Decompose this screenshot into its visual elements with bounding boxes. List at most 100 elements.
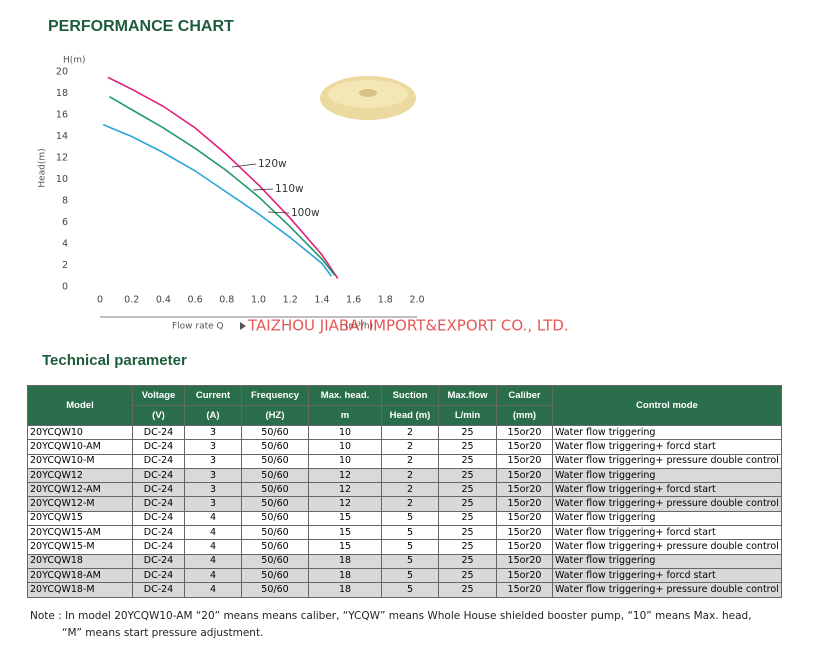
table-cell: 2 bbox=[381, 424, 439, 441]
table-cell: 20YCQW12 bbox=[27, 467, 133, 484]
table-cell: 20YCQW18 bbox=[27, 553, 133, 569]
header-cell: Suction bbox=[381, 385, 439, 406]
table-cell: 10 bbox=[308, 424, 382, 441]
x-tick-label: 2.0 bbox=[409, 295, 424, 306]
table-cell: 20YCQW15-M bbox=[27, 539, 133, 555]
header-cell: (V) bbox=[132, 405, 185, 426]
table-cell: 5 bbox=[381, 510, 439, 527]
y-tick-label: 12 bbox=[56, 153, 68, 164]
table-cell: 50/60 bbox=[241, 439, 309, 455]
header-cell: Max. head. bbox=[308, 385, 382, 406]
table-cell: 4 bbox=[184, 582, 242, 598]
header-cell: L/min bbox=[438, 405, 497, 426]
x-tick-label: 1.6 bbox=[346, 295, 361, 306]
table-cell: 50/60 bbox=[241, 553, 309, 569]
table-cell: 25 bbox=[438, 510, 497, 527]
table-cell: 5 bbox=[381, 539, 439, 555]
table-row: 20YCQW15-M DC-24 4 50/60 15 5 25 15or20 Water fl… bbox=[27, 539, 782, 555]
note-line: “M” means start pressure adjustment. bbox=[62, 627, 264, 639]
table-cell: 4 bbox=[184, 510, 242, 527]
table-cell: 25 bbox=[438, 496, 497, 512]
section-heading: Technical parameter bbox=[42, 352, 187, 369]
x-tick-label: 1.2 bbox=[283, 295, 298, 306]
table-cell: 25 bbox=[438, 582, 497, 598]
table-cell: 15or20 bbox=[496, 467, 553, 484]
x-tick-label: 0.6 bbox=[188, 295, 203, 306]
table-cell: 15or20 bbox=[496, 525, 553, 541]
table-row: 20YCQW18-M DC-24 4 50/60 18 5 25 15or20 Water fl… bbox=[27, 582, 782, 598]
table-row: 20YCQW10 DC-24 3 50/60 10 2 25 15or20 Water flow… bbox=[27, 424, 782, 441]
series-line bbox=[102, 123, 333, 277]
table-cell: 5 bbox=[381, 525, 439, 541]
table-cell: 25 bbox=[438, 467, 497, 484]
watermark: TAIZHOU JIABAI IMPORT&EXPORT CO., LTD. bbox=[247, 317, 569, 335]
table-cell: 20YCQW10 bbox=[27, 424, 133, 441]
table-cell: Water flow triggering+ pressure double c… bbox=[552, 453, 782, 469]
header-cell: Model bbox=[27, 385, 133, 426]
table-cell: DC-24 bbox=[132, 424, 185, 441]
table-cell: 15 bbox=[308, 539, 382, 555]
table-cell: DC-24 bbox=[132, 453, 185, 469]
header-cell: (HZ) bbox=[241, 405, 309, 426]
y-tick-label: 8 bbox=[62, 196, 68, 207]
table-cell: 3 bbox=[184, 453, 242, 469]
table-cell: 15or20 bbox=[496, 582, 553, 598]
x-tick-label: 0.2 bbox=[124, 295, 139, 306]
table-cell: Water flow triggering+ forcd start bbox=[552, 482, 782, 498]
table-cell: 18 bbox=[308, 567, 382, 584]
table-cell: DC-24 bbox=[132, 467, 185, 484]
header-cell: m bbox=[308, 405, 382, 426]
table-cell: 15or20 bbox=[496, 539, 553, 555]
table-row: 20YCQW12-M DC-24 3 50/60 12 2 25 15or20 Water fl… bbox=[27, 496, 782, 512]
table-cell: 25 bbox=[438, 525, 497, 541]
x-axis-label: Flow rate Q bbox=[172, 322, 224, 332]
y-tick-label: 14 bbox=[56, 131, 68, 142]
table-cell: 3 bbox=[184, 496, 242, 512]
table-cell: DC-24 bbox=[132, 525, 185, 541]
table-cell: 20YCQW12-M bbox=[27, 496, 133, 512]
y-axis-title: H(m) bbox=[63, 56, 86, 66]
table-cell: 3 bbox=[184, 439, 242, 455]
impeller-image bbox=[359, 89, 377, 97]
header-cell: Caliber bbox=[496, 385, 553, 406]
table-cell: 10 bbox=[308, 453, 382, 469]
table-cell: 20YCQW18-M bbox=[27, 582, 133, 598]
series-label: 110w bbox=[275, 183, 304, 195]
x-tick-label: 1.0 bbox=[251, 295, 266, 306]
table-cell: 20YCQW18-AM bbox=[27, 567, 133, 584]
table-cell: 12 bbox=[308, 496, 382, 512]
x-tick-label: 1.4 bbox=[314, 295, 329, 306]
table-cell: Water flow triggering bbox=[552, 424, 782, 441]
table-cell: Water flow triggering bbox=[552, 553, 782, 569]
table-cell: DC-24 bbox=[132, 482, 185, 498]
arrow bbox=[240, 322, 246, 330]
table-row: 20YCQW12 DC-24 3 50/60 12 2 25 15or20 Water flow… bbox=[27, 467, 782, 484]
table-cell: 2 bbox=[381, 467, 439, 484]
series-line bbox=[107, 76, 339, 279]
table-cell: 50/60 bbox=[241, 482, 309, 498]
header-cell: Frequency bbox=[241, 385, 309, 406]
x-tick-label: 0.4 bbox=[156, 295, 171, 306]
table-cell: 50/60 bbox=[241, 525, 309, 541]
leader-line bbox=[231, 163, 257, 168]
table-cell: 4 bbox=[184, 567, 242, 584]
table-cell: 2 bbox=[381, 496, 439, 512]
table-cell: Water flow triggering+ forcd start bbox=[552, 525, 782, 541]
table-cell: DC-24 bbox=[132, 582, 185, 598]
table-cell: 3 bbox=[184, 482, 242, 498]
header-cell: Voltage bbox=[132, 385, 185, 406]
header-row: (V) (A) (HZ) m Head (m) L/min (mm) bbox=[28, 405, 782, 426]
x-tick-label: 0 bbox=[97, 295, 103, 306]
header-cell: Max.flow bbox=[438, 385, 497, 406]
table-cell: 15or20 bbox=[496, 424, 553, 441]
y-tick-label: 20 bbox=[56, 67, 68, 78]
y-tick-label: 4 bbox=[62, 239, 68, 250]
chart: H(m) Head(m) Flow rate Q (m³/h) TAIZHOU … bbox=[38, 56, 569, 335]
series-line bbox=[109, 96, 336, 276]
table-cell: 20YCQW15 bbox=[27, 510, 133, 527]
header-cell: (mm) bbox=[496, 405, 553, 426]
table-cell: 20YCQW12-AM bbox=[27, 482, 133, 498]
x-axis-unit: (m³/h) bbox=[345, 322, 373, 332]
table-cell: 18 bbox=[308, 582, 382, 598]
